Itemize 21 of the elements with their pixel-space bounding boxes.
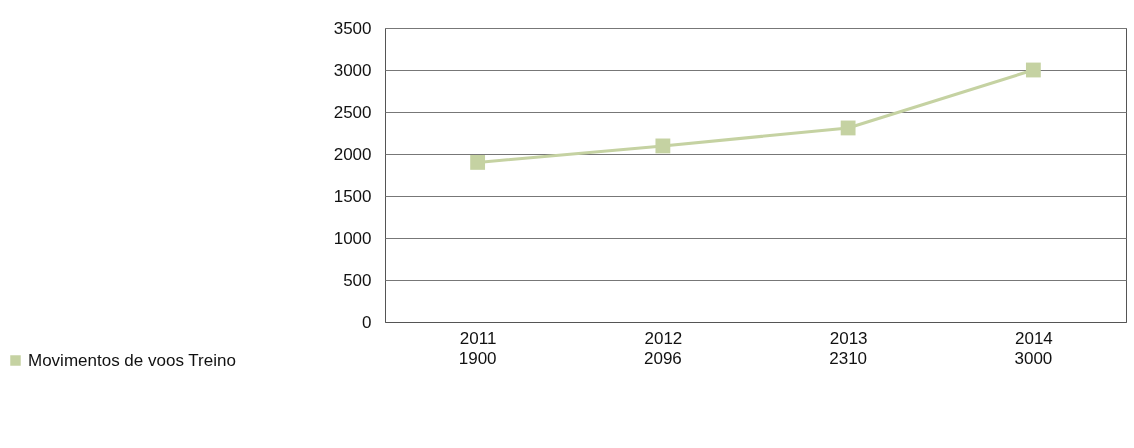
y-tick-label: 500: [343, 270, 372, 290]
point: [470, 154, 486, 170]
x-tick-label: 2014: [1014, 328, 1053, 348]
y-tick-label: 1500: [333, 186, 372, 206]
data-label: 3000: [1014, 349, 1053, 368]
data-label: 2096: [643, 349, 682, 368]
x-tick-label: 2011: [459, 328, 497, 348]
point: [655, 138, 671, 154]
y-tick-label: 0: [362, 312, 372, 332]
legend-label: Movimentos de voos Treino: [28, 350, 236, 370]
y-tick-label: 3500: [333, 18, 372, 38]
y-tick-label: 1000: [333, 228, 372, 248]
point: [840, 120, 856, 136]
y-tick-label: 2500: [333, 102, 372, 122]
y-tick-label: 2000: [333, 144, 372, 164]
x-tick-label: 2012: [644, 328, 683, 348]
y-tick-label: 3000: [333, 60, 372, 80]
data-label: 1900: [458, 349, 497, 368]
point: [1025, 62, 1041, 78]
x-tick-label: 2013: [829, 328, 868, 348]
data-label: 2310: [829, 349, 868, 368]
